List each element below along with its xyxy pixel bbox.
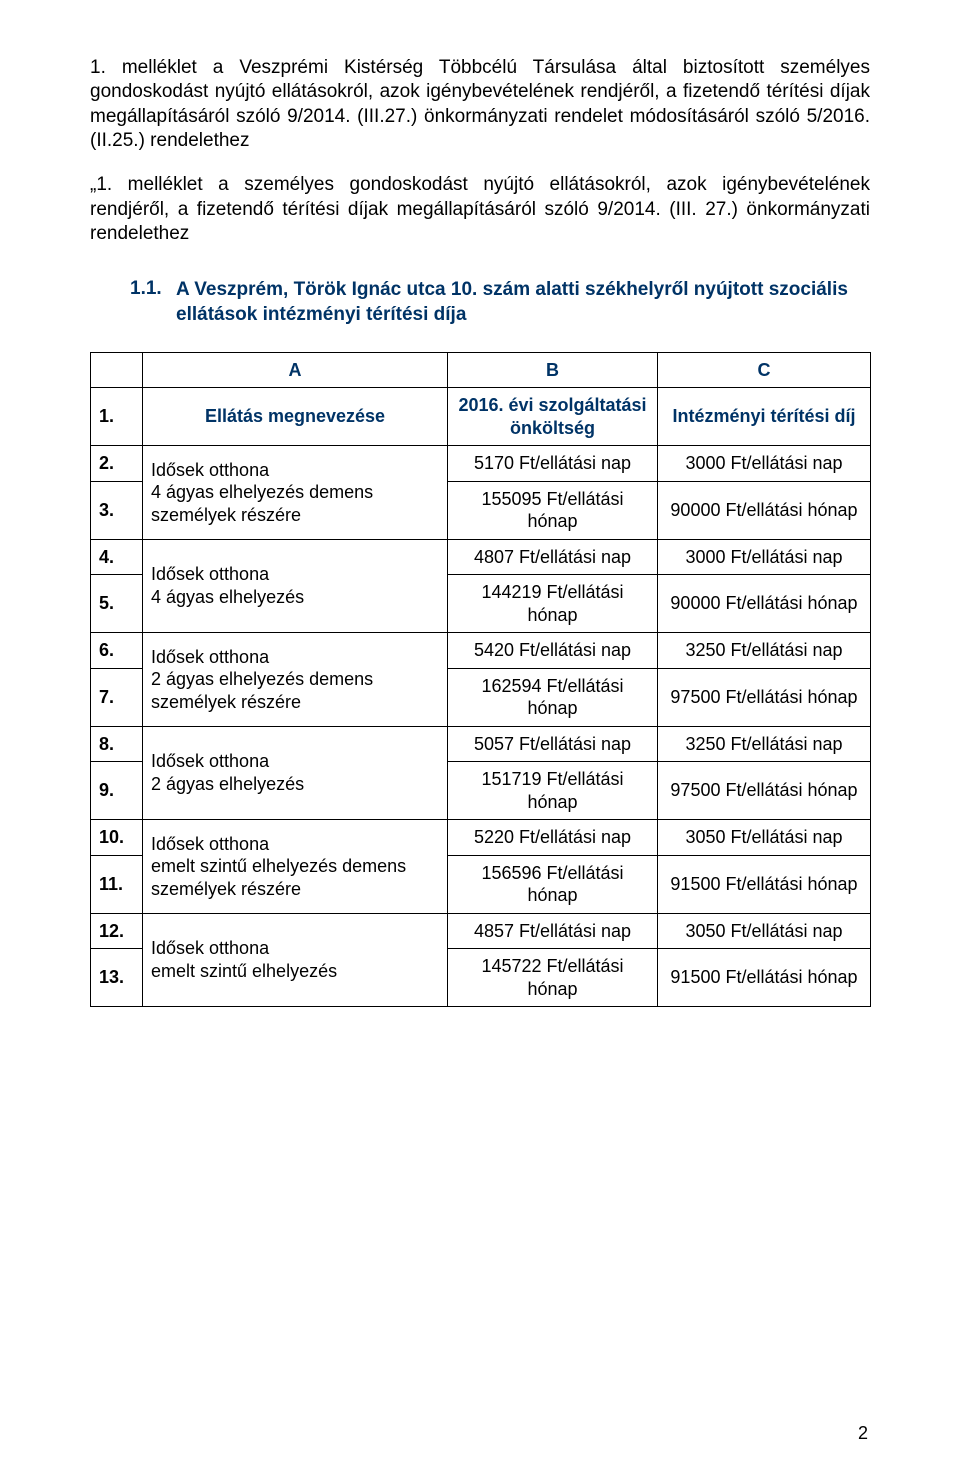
- fee-value: 90000 Ft/ellátási hónap: [658, 481, 871, 539]
- cost-value: 156596 Ft/ellátási hónap: [448, 855, 658, 913]
- col-b-letter: B: [448, 352, 658, 388]
- cost-value: 5057 Ft/ellátási nap: [448, 726, 658, 762]
- section-heading: 1.1. A Veszprém, Török Ignác utca 10. sz…: [130, 278, 870, 327]
- table-row: 8.Idősek otthona2 ágyas elhelyezés5057 F…: [91, 726, 871, 762]
- row-number: 11.: [91, 855, 143, 913]
- fee-value: 3050 Ft/ellátási nap: [658, 820, 871, 856]
- section-number: 1.1.: [130, 278, 176, 327]
- service-name: Idősek otthonaemelt szintű elhelyezés de…: [143, 820, 448, 914]
- fee-value: 91500 Ft/ellátási hónap: [658, 949, 871, 1007]
- row-number: 12.: [91, 913, 143, 949]
- fee-value: 90000 Ft/ellátási hónap: [658, 575, 871, 633]
- row-number: 4.: [91, 539, 143, 575]
- intro-paragraph-2: „1. melléklet a személyes gondoskodást n…: [90, 173, 870, 246]
- cost-value: 162594 Ft/ellátási hónap: [448, 668, 658, 726]
- service-name: Idősek otthona4 ágyas elhelyezés demens …: [143, 446, 448, 540]
- row-number: 7.: [91, 668, 143, 726]
- col-c-letter: C: [658, 352, 871, 388]
- fee-value: 3250 Ft/ellátási nap: [658, 633, 871, 669]
- table-header-labels: 1. Ellátás megnevezése 2016. évi szolgál…: [91, 388, 871, 446]
- fee-value: 97500 Ft/ellátási hónap: [658, 668, 871, 726]
- fees-table: A B C 1. Ellátás megnevezése 2016. évi s…: [90, 352, 871, 1008]
- fee-value: 91500 Ft/ellátási hónap: [658, 855, 871, 913]
- table-row: 2.Idősek otthona4 ágyas elhelyezés demen…: [91, 446, 871, 482]
- service-name: Idősek otthona2 ágyas elhelyezés: [143, 726, 448, 820]
- row-number: 13.: [91, 949, 143, 1007]
- table-row: 4.Idősek otthona4 ágyas elhelyezés4807 F…: [91, 539, 871, 575]
- row-number: 2.: [91, 446, 143, 482]
- cost-value: 144219 Ft/ellátási hónap: [448, 575, 658, 633]
- row-number: 10.: [91, 820, 143, 856]
- row-number: 5.: [91, 575, 143, 633]
- page-number: 2: [858, 1423, 868, 1444]
- fee-value: 3000 Ft/ellátási nap: [658, 446, 871, 482]
- col-a-letter: A: [143, 352, 448, 388]
- cost-value: 5170 Ft/ellátási nap: [448, 446, 658, 482]
- row-number: 8.: [91, 726, 143, 762]
- page: 1. melléklet a Veszprémi Kistérség Többc…: [0, 0, 960, 1472]
- table-row: 6.Idősek otthona2 ágyas elhelyezés demen…: [91, 633, 871, 669]
- service-name: Idősek otthonaemelt szintű elhelyezés: [143, 913, 448, 1007]
- cost-value: 145722 Ft/ellátási hónap: [448, 949, 658, 1007]
- table-header-letters: A B C: [91, 352, 871, 388]
- cost-value: 4807 Ft/ellátási nap: [448, 539, 658, 575]
- cost-value: 5220 Ft/ellátási nap: [448, 820, 658, 856]
- table-row: 12.Idősek otthonaemelt szintű elhelyezés…: [91, 913, 871, 949]
- service-name: Idősek otthona4 ágyas elhelyezés: [143, 539, 448, 633]
- row-number: 1.: [91, 388, 143, 446]
- row-number: 9.: [91, 762, 143, 820]
- section-title: A Veszprém, Török Ignác utca 10. szám al…: [176, 278, 870, 327]
- col-b-head: 2016. évi szolgáltatási önköltség: [448, 388, 658, 446]
- fee-value: 3050 Ft/ellátási nap: [658, 913, 871, 949]
- intro-paragraph-1: 1. melléklet a Veszprémi Kistérség Többc…: [90, 56, 870, 153]
- service-name: Idősek otthona2 ágyas elhelyezés demens …: [143, 633, 448, 727]
- cost-value: 4857 Ft/ellátási nap: [448, 913, 658, 949]
- col-c-head: Intézményi térítési díj: [658, 388, 871, 446]
- cost-value: 5420 Ft/ellátási nap: [448, 633, 658, 669]
- col-a-head: Ellátás megnevezése: [143, 388, 448, 446]
- table-row: 10.Idősek otthonaemelt szintű elhelyezés…: [91, 820, 871, 856]
- fee-value: 3000 Ft/ellátási nap: [658, 539, 871, 575]
- fee-value: 97500 Ft/ellátási hónap: [658, 762, 871, 820]
- fee-value: 3250 Ft/ellátási nap: [658, 726, 871, 762]
- row-number: 6.: [91, 633, 143, 669]
- cost-value: 151719 Ft/ellátási hónap: [448, 762, 658, 820]
- row-number: 3.: [91, 481, 143, 539]
- cost-value: 155095 Ft/ellátási hónap: [448, 481, 658, 539]
